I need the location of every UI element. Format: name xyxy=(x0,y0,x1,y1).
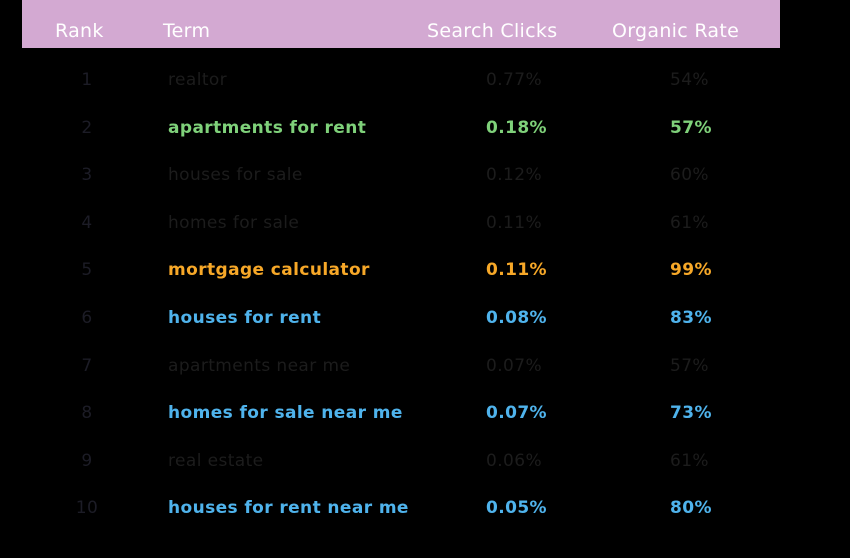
table-row: 7 apartments near me 0.07% 57% xyxy=(22,356,780,403)
term-cell: mortgage calculator xyxy=(168,260,370,281)
table-row: 1 realtor 0.77% 54% xyxy=(22,70,780,117)
header-search-clicks: Search Clicks xyxy=(427,20,558,42)
search-clicks-cell: 0.12% xyxy=(486,165,543,186)
table-row: 6 houses for rent 0.08% 83% xyxy=(22,308,780,355)
search-clicks-cell: 0.08% xyxy=(486,308,547,328)
search-clicks-cell: 0.11% xyxy=(486,260,547,281)
term-cell: real estate xyxy=(168,450,264,471)
term-cell: houses for rent near me xyxy=(168,498,409,519)
table-row: 9 real estate 0.06% 61% xyxy=(22,451,780,498)
search-clicks-cell: 0.77% xyxy=(486,70,543,90)
search-clicks-cell: 0.05% xyxy=(486,498,547,519)
rank-cell: 2 xyxy=(81,117,93,138)
term-cell: houses for sale xyxy=(168,165,303,186)
organic-rate-cell: 61% xyxy=(670,450,709,471)
rank-cell: 5 xyxy=(81,260,93,281)
search-clicks-cell: 0.07% xyxy=(486,403,547,424)
term-cell: apartments near me xyxy=(168,355,351,376)
table-row: 2 apartments for rent 0.18% 57% xyxy=(22,118,780,165)
rank-cell: 1 xyxy=(81,70,93,90)
organic-rate-cell: 80% xyxy=(670,498,712,519)
table-row: 3 houses for sale 0.12% 60% xyxy=(22,165,780,212)
organic-rate-cell: 73% xyxy=(670,403,712,424)
rank-cell: 9 xyxy=(81,450,93,471)
table-row: 8 homes for sale near me 0.07% 73% xyxy=(22,403,780,450)
table-header: Rank Term Search Clicks Organic Rate xyxy=(22,0,780,48)
term-cell: houses for rent xyxy=(168,308,322,328)
header-organic-rate: Organic Rate xyxy=(612,20,740,42)
organic-rate-cell: 60% xyxy=(670,165,709,186)
organic-rate-cell: 54% xyxy=(670,70,709,90)
search-clicks-cell: 0.18% xyxy=(486,117,547,138)
organic-rate-cell: 99% xyxy=(670,260,712,281)
organic-rate-cell: 83% xyxy=(670,308,712,328)
search-clicks-cell: 0.06% xyxy=(486,450,543,471)
rank-cell: 10 xyxy=(75,498,99,519)
term-cell: homes for sale near me xyxy=(168,403,403,424)
rank-cell: 6 xyxy=(81,308,93,328)
term-cell: realtor xyxy=(168,70,228,90)
organic-rate-cell: 57% xyxy=(670,355,709,376)
organic-rate-cell: 61% xyxy=(670,212,709,233)
rank-cell: 8 xyxy=(81,403,93,424)
term-cell: homes for sale xyxy=(168,212,300,233)
table-row: 10 houses for rent near me 0.05% 80% xyxy=(22,498,780,545)
term-cell: apartments for rent xyxy=(168,117,367,138)
search-clicks-cell: 0.07% xyxy=(486,355,543,376)
organic-rate-cell: 57% xyxy=(670,117,712,138)
rank-cell: 3 xyxy=(81,165,93,186)
rank-cell: 4 xyxy=(81,212,93,233)
rank-cell: 7 xyxy=(81,355,93,376)
search-clicks-cell: 0.11% xyxy=(486,212,543,233)
header-term: Term xyxy=(163,20,211,42)
header-rank: Rank xyxy=(55,20,104,42)
table-row: 4 homes for sale 0.11% 61% xyxy=(22,213,780,260)
table-row: 5 mortgage calculator 0.11% 99% xyxy=(22,260,780,307)
